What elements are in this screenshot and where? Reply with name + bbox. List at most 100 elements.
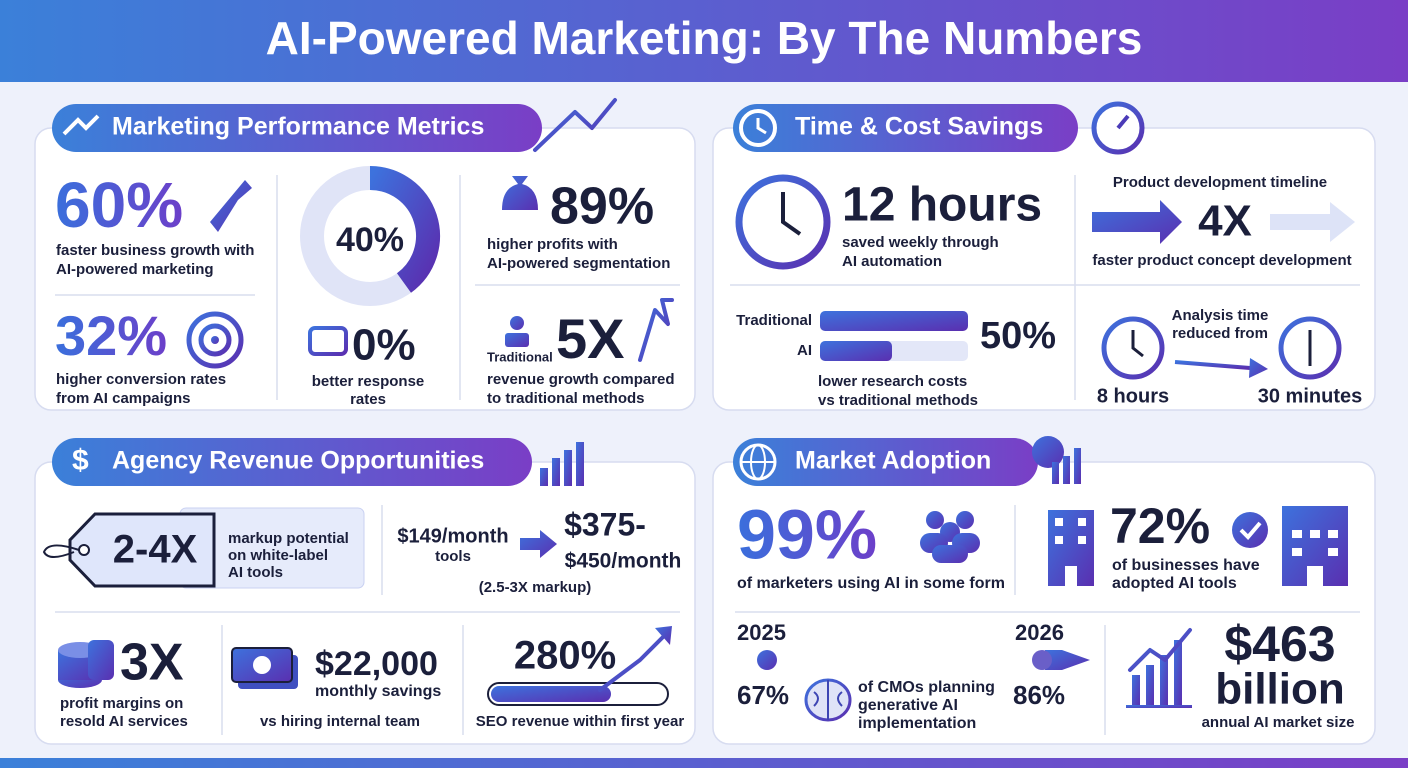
stat-label: rates (350, 391, 386, 408)
stat-value: 280% (514, 634, 616, 678)
dividers (55, 175, 1360, 735)
stat-label: of marketers using AI in some form (737, 575, 1005, 592)
page-title: AI-Powered Marketing: By The Numbers (266, 12, 1143, 64)
icons: $ (42, 98, 1355, 722)
shape (308, 326, 348, 356)
stat-label: from AI campaigns (56, 390, 190, 407)
stat-value: 86% (1013, 680, 1065, 710)
stat-label: saved weekly through (842, 234, 999, 251)
shape (756, 118, 767, 135)
stat-value: 4X (1198, 197, 1252, 246)
shape (1063, 456, 1070, 484)
section-title: Agency Revenue Opportunities (112, 447, 484, 475)
stat-value: 60% (55, 169, 183, 241)
shape (1078, 536, 1086, 544)
shape (1052, 448, 1081, 484)
shape (42, 544, 80, 558)
shape (781, 192, 802, 236)
stat-label: on white-label (228, 547, 328, 564)
stat-label: better response (312, 373, 425, 390)
stat-label: AI automation (842, 253, 942, 270)
shape (58, 640, 114, 688)
shape (813, 680, 843, 720)
stat-label: generative AI (858, 697, 958, 714)
shape (1292, 548, 1302, 556)
stat-value: $375- (564, 506, 646, 542)
stat-label: resold AI services (60, 713, 188, 730)
shape (1055, 518, 1063, 526)
stat-label: adopted AI tools (1112, 575, 1237, 592)
stat-label: AI-powered marketing (56, 261, 214, 278)
stat-label: of businesses have (1112, 557, 1260, 574)
section-title: Market Adoption (795, 447, 991, 475)
stat-label: monthly savings (315, 683, 441, 700)
shape (1052, 462, 1059, 484)
stat-value: 32% (55, 304, 167, 367)
shape (210, 180, 252, 232)
stat-value: 72% (1110, 498, 1210, 554)
shape (491, 686, 611, 702)
shape (1126, 640, 1192, 708)
stat-value: 40% (336, 221, 404, 259)
stat-value: 2025 (737, 620, 786, 645)
shape (1055, 518, 1086, 586)
shape (564, 450, 572, 486)
shape (1328, 530, 1338, 538)
icon-glyph: $ (72, 444, 89, 477)
stat-label: 8 hours (1097, 385, 1169, 407)
shape (932, 545, 968, 563)
footer-band (0, 758, 1408, 768)
stat-label: Analysis time (1172, 307, 1269, 324)
shape (739, 109, 777, 147)
stat-label: faster business growth with (56, 242, 254, 259)
shape (62, 114, 100, 136)
shape (1131, 330, 1144, 358)
shape (552, 458, 560, 486)
stat-label: higher conversion rates (56, 371, 226, 388)
stat-value: $463 (1224, 616, 1335, 672)
stat-label: vs traditional methods (818, 392, 978, 409)
shape (1078, 518, 1086, 526)
shape (1045, 650, 1090, 670)
shape (1146, 665, 1154, 705)
panels (34, 104, 1376, 745)
shape (253, 656, 271, 674)
shape (1239, 521, 1262, 540)
stat-label: (2.5-3X markup) (479, 579, 592, 596)
shape (533, 98, 617, 152)
shape (820, 341, 892, 361)
shape (1055, 536, 1063, 544)
shape (655, 626, 672, 645)
shape (1249, 358, 1268, 378)
stat-value: billion (1215, 665, 1345, 714)
shape (1292, 530, 1302, 538)
shape (1160, 655, 1168, 705)
shape (1128, 628, 1192, 672)
shape (1032, 650, 1052, 670)
shape (1174, 640, 1182, 705)
shape (1126, 705, 1192, 708)
stat-label: implementation (858, 715, 976, 732)
shape (712, 127, 1376, 411)
stat-label: of CMOs planning (858, 679, 995, 696)
shape (198, 323, 232, 357)
stat-label: vs hiring internal team (260, 713, 420, 730)
stat-label: 30 minutes (1258, 385, 1362, 407)
stat-value: 99% (737, 495, 877, 573)
stat-label: SEO revenue within first year (476, 713, 685, 730)
shape (1174, 360, 1251, 370)
shape (1032, 436, 1064, 468)
shape (576, 442, 584, 486)
stat-label: Product development timeline (1113, 174, 1327, 191)
shape (1074, 448, 1081, 484)
stat-value: 2026 (1015, 620, 1064, 645)
stat-label: Traditional (487, 349, 553, 364)
stat-value: $450/month (565, 550, 682, 573)
stat-value: $22,000 (315, 645, 438, 683)
stat-label: AI tools (228, 564, 283, 581)
shape (510, 316, 524, 330)
shape (540, 442, 584, 486)
shape (920, 511, 980, 563)
